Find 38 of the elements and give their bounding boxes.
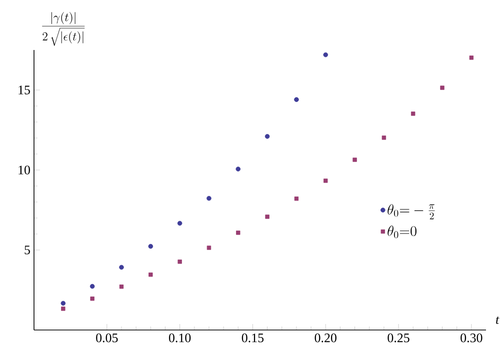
point bbox=[264, 134, 270, 139]
point bbox=[352, 158, 357, 162]
point bbox=[469, 56, 474, 60]
legend-label: $\theta_0{=}0$ bbox=[388, 226, 416, 238]
point bbox=[236, 166, 241, 172]
point bbox=[265, 214, 270, 219]
x-tick-label: 0.05 bbox=[96, 334, 118, 342]
point bbox=[206, 196, 212, 201]
y-axis-title: $\frac{|\gamma(t)|}{2\,\sqrt{|\epsilon(t)|}}$ bbox=[42, 12, 85, 46]
y-tick-label: 15 bbox=[18, 86, 30, 94]
point bbox=[148, 272, 153, 277]
legend-label: $\theta_0{=}-\frac{\pi}{2}$ bbox=[388, 204, 435, 220]
point bbox=[60, 300, 66, 306]
point bbox=[90, 284, 95, 289]
point bbox=[90, 296, 94, 301]
point bbox=[148, 244, 154, 249]
y-tick-label: 5 bbox=[24, 246, 30, 254]
point bbox=[411, 112, 416, 116]
point bbox=[119, 264, 124, 270]
point bbox=[206, 246, 212, 250]
point bbox=[61, 306, 66, 311]
x-tick-label: 0.25 bbox=[388, 334, 410, 342]
y-tick-label: 10 bbox=[18, 166, 30, 174]
point bbox=[294, 97, 299, 102]
point bbox=[177, 220, 182, 226]
x-tick-label: 0.20 bbox=[314, 334, 336, 342]
x-tick-label: 0.10 bbox=[168, 334, 191, 342]
point bbox=[236, 230, 240, 235]
point bbox=[323, 52, 328, 58]
point bbox=[440, 86, 444, 90]
x-tick-label: 0.30 bbox=[460, 334, 482, 342]
point bbox=[382, 136, 386, 140]
x-axis-title: t bbox=[496, 316, 500, 324]
point bbox=[119, 284, 124, 289]
point bbox=[178, 260, 182, 264]
point bbox=[294, 196, 299, 201]
x-tick-label: 0.15 bbox=[242, 334, 264, 342]
point bbox=[324, 178, 328, 183]
